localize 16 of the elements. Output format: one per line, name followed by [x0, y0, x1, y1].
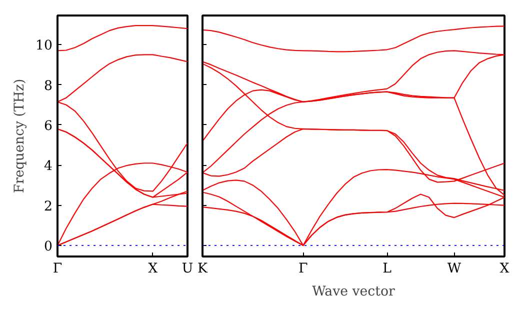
x-tick-label: Γ [52, 262, 62, 276]
x-tick-label: X [148, 262, 158, 276]
y-tick-label: 8 [44, 78, 53, 94]
x-tick-label: X [500, 262, 510, 276]
x-axis-title: Wave vector [312, 284, 396, 300]
y-tick-label: 2 [44, 199, 53, 214]
y-tick-label: 4 [44, 159, 53, 174]
x-tick-label: Γ [298, 262, 308, 276]
y-tick-label: 0 [44, 239, 53, 254]
y-tick-label: 6 [44, 118, 53, 134]
x-tick-label: K [198, 262, 209, 276]
x-tick-label: U [182, 262, 194, 276]
x-tick-label: L [382, 262, 392, 276]
x-tick-label: W [447, 262, 462, 276]
y-tick-label: 10 [36, 38, 53, 54]
y-axis-title: Frequency (THz) [12, 78, 28, 194]
